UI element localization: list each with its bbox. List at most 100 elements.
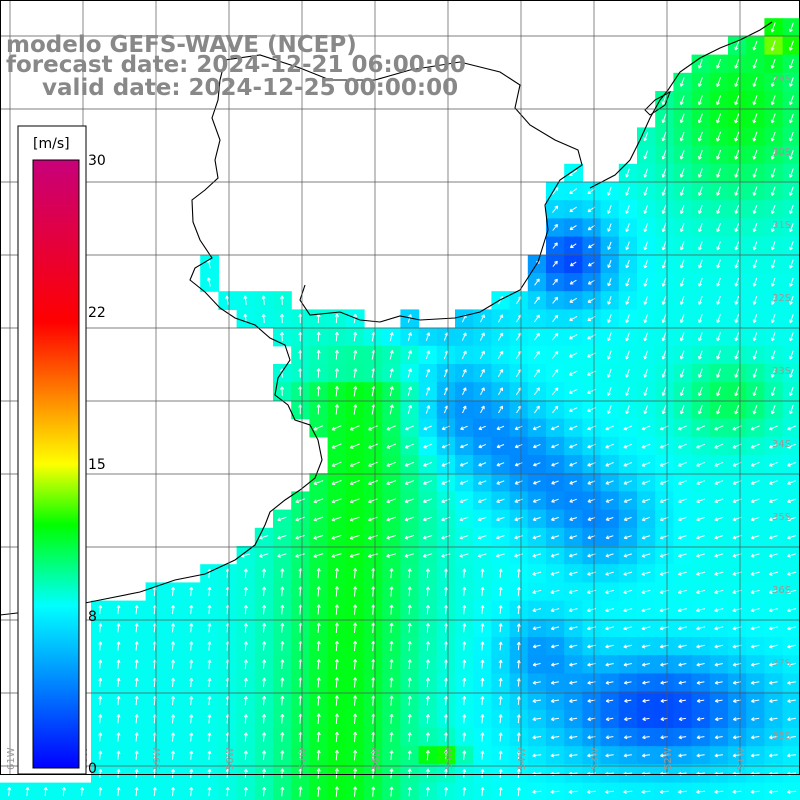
wind-arrow	[479, 350, 485, 359]
wind-arrow	[642, 735, 650, 740]
wind-arrow	[787, 717, 796, 722]
wind-arrow	[498, 586, 503, 596]
wind-arrow	[642, 698, 650, 703]
wind-arrow	[768, 461, 778, 467]
wind-arrow	[496, 516, 505, 522]
wind-arrow	[353, 659, 358, 670]
wind-arrow	[605, 462, 614, 467]
wind-arrow	[550, 789, 560, 794]
colorbar-tick-22: 22	[88, 305, 106, 321]
wind-arrow	[477, 498, 487, 503]
wind-arrow	[407, 768, 412, 779]
wind-arrow	[770, 277, 776, 287]
wind-arrow	[661, 150, 667, 160]
wind-arrow	[498, 714, 503, 724]
wind-arrow	[280, 677, 285, 688]
wind-arrow	[516, 732, 521, 742]
wind-arrow	[768, 608, 778, 613]
wind-arrow	[404, 516, 415, 522]
wind-arrow	[568, 370, 578, 376]
wind-arrow	[552, 314, 559, 323]
wind-arrow	[750, 498, 760, 504]
wind-arrow	[116, 677, 121, 687]
wind-arrow	[752, 314, 758, 324]
wind-arrow	[696, 443, 706, 449]
wind-arrow	[679, 332, 685, 342]
wind-arrow	[532, 535, 542, 540]
wind-arrow	[679, 186, 685, 196]
wind-arrow	[625, 350, 630, 360]
wind-arrow	[533, 350, 540, 359]
wind-arrow	[716, 58, 722, 69]
wind-arrow	[550, 535, 560, 540]
wind-arrow	[625, 405, 630, 415]
wind-arrow	[752, 368, 758, 378]
wind-arrow	[116, 696, 121, 706]
wind-arrow	[734, 368, 740, 378]
wind-arrow	[734, 58, 740, 69]
wind-arrow	[498, 405, 503, 414]
wind-arrow	[789, 368, 794, 378]
wind-arrow	[353, 586, 358, 597]
wind-arrow	[679, 314, 685, 324]
wind-arrow	[732, 698, 741, 703]
wind-arrow	[407, 732, 412, 742]
wind-arrow	[698, 186, 703, 196]
wind-arrow	[750, 461, 760, 467]
wind-arrow	[770, 186, 776, 196]
wind-arrow	[43, 787, 48, 797]
wind-arrow	[368, 443, 378, 449]
wind-arrow	[134, 750, 139, 760]
wind-arrow	[478, 425, 486, 431]
wind-arrow	[331, 498, 342, 504]
wind-arrow	[498, 732, 503, 742]
wind-arrow	[698, 204, 703, 214]
wind-arrow	[462, 750, 467, 760]
wind-arrow	[316, 750, 321, 761]
wind-arrow	[714, 789, 724, 794]
wind-arrow	[349, 553, 360, 558]
wind-arrow	[207, 677, 212, 687]
wind-arrow	[698, 113, 703, 124]
wind-arrow	[262, 641, 267, 651]
wind-arrow	[698, 223, 703, 233]
wind-arrow	[462, 677, 467, 687]
wind-arrow	[607, 405, 612, 414]
wind-arrow	[625, 186, 630, 196]
wind-arrow	[532, 571, 542, 576]
longitude-label: 58W	[225, 747, 236, 770]
wind-arrow	[171, 659, 176, 669]
wind-arrow	[459, 535, 469, 540]
colorbar: [m/s] 30 22 15 8 0	[17, 125, 106, 777]
wind-arrow	[407, 641, 412, 651]
wind-arrow	[787, 644, 797, 649]
wind-arrow	[789, 168, 794, 178]
wind-arrow	[623, 735, 632, 740]
wind-arrow	[7, 787, 12, 797]
wind-arrow	[734, 259, 740, 269]
wind-arrow	[734, 241, 740, 251]
wind-arrow	[334, 622, 339, 633]
wind-arrow	[331, 534, 342, 540]
wind-arrow	[295, 498, 305, 504]
wind-arrow	[171, 787, 176, 797]
wind-arrow	[444, 659, 449, 669]
wind-arrow	[533, 462, 541, 467]
wind-arrow	[569, 535, 578, 540]
wind-vector-arrows	[7, 22, 797, 797]
wind-arrow	[313, 425, 324, 431]
wind-arrow	[207, 750, 212, 760]
wind-arrow	[605, 608, 615, 613]
wind-arrow	[498, 623, 503, 633]
wind-arrow	[389, 622, 394, 633]
wind-arrow	[497, 368, 504, 378]
wind-arrow	[331, 461, 342, 467]
wind-arrow	[480, 405, 485, 414]
wind-arrow	[752, 186, 758, 196]
wind-arrow	[550, 698, 560, 703]
wind-arrow	[625, 386, 630, 396]
wind-arrow	[368, 516, 378, 522]
wind-arrow	[316, 677, 321, 688]
wind-arrow	[678, 717, 686, 722]
wind-arrow	[462, 732, 467, 742]
